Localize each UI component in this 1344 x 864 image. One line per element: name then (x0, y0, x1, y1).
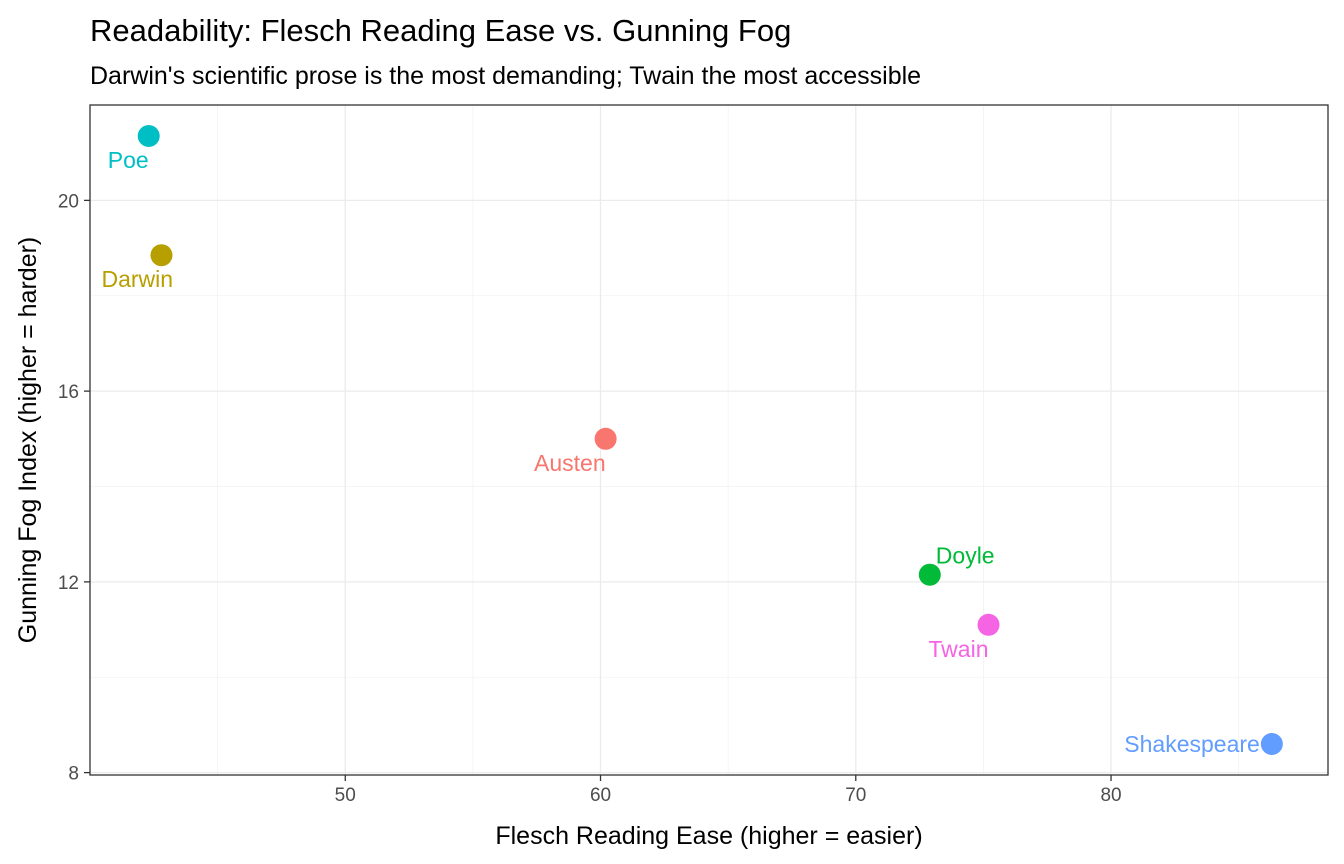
point-label-darwin: Darwin (101, 266, 173, 292)
data-point-darwin (150, 244, 173, 267)
grid-lines (90, 104, 1328, 775)
x-axis-title: Flesch Reading Ease (higher = easier) (495, 822, 922, 850)
point-label-doyle: Doyle (936, 543, 995, 569)
axes: 50 60 70 80 8 12 16 20 (58, 191, 1122, 806)
panel-border (89, 104, 1329, 776)
chart-title: Readability: Flesch Reading Ease vs. Gun… (90, 13, 791, 48)
data-points (137, 124, 1283, 756)
y-tick-label: 16 (58, 382, 79, 403)
y-tick-label: 8 (68, 764, 79, 785)
data-point-poe (137, 124, 160, 147)
x-tick-label: 80 (1100, 785, 1121, 806)
chart-subtitle: Darwin's scientific prose is the most de… (90, 62, 921, 90)
point-label-poe: Poe (108, 147, 149, 173)
point-label-twain: Twain (928, 636, 988, 662)
x-tick-label: 70 (845, 785, 866, 806)
point-label-shakespeare: Shakespeare (1124, 731, 1260, 757)
data-point-austen (594, 427, 617, 450)
point-labels: Austen Darwin Doyle Poe Shakespeare Twain (101, 147, 1259, 757)
y-axis-title: Gunning Fog Index (higher = harder) (14, 237, 42, 644)
data-point-shakespeare (1260, 733, 1283, 756)
data-point-doyle (918, 563, 941, 586)
data-point-twain (977, 613, 1000, 636)
x-tick-label: 60 (590, 785, 611, 806)
y-tick-label: 12 (58, 573, 79, 594)
x-tick-label: 50 (335, 785, 356, 806)
point-label-austen: Austen (534, 450, 606, 476)
y-tick-label: 20 (58, 191, 79, 212)
